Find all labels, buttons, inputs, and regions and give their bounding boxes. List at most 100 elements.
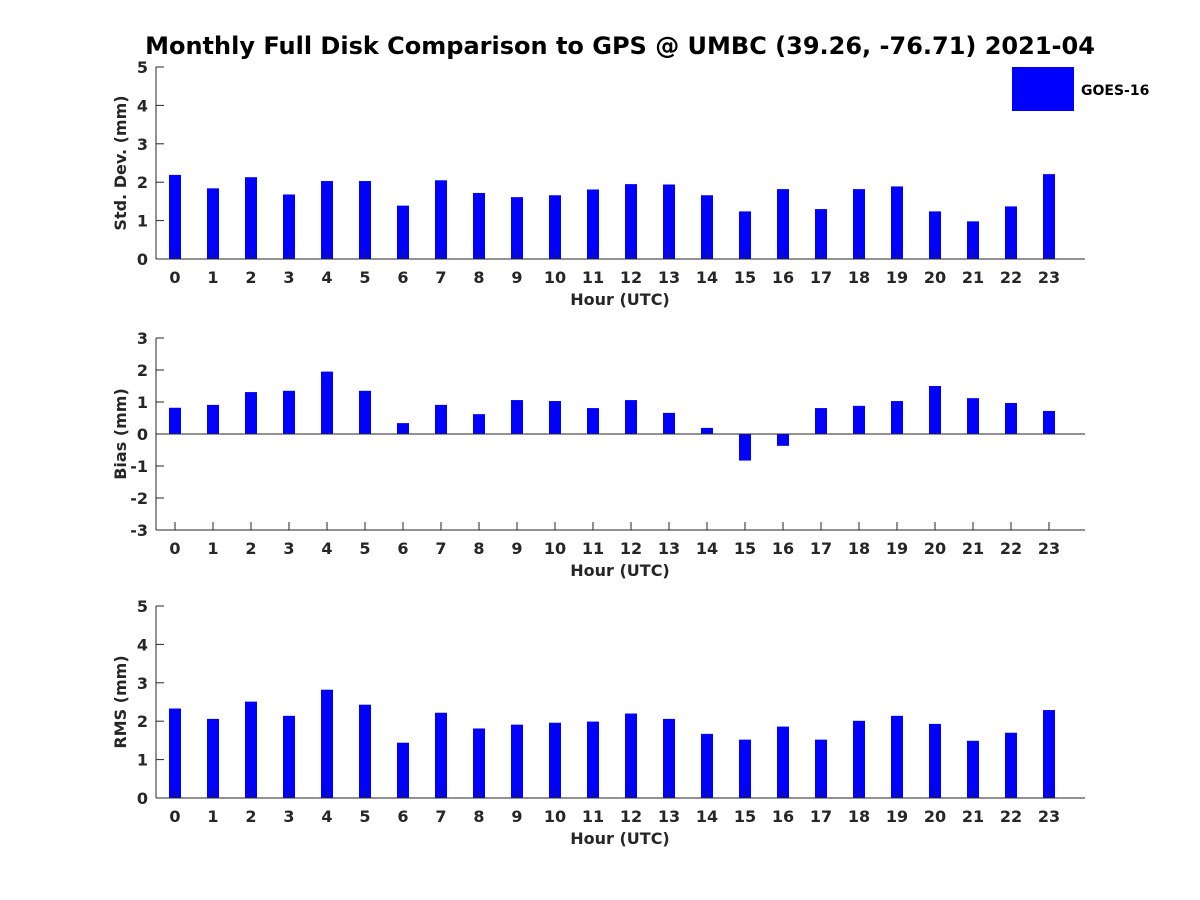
rms-xtick-label: 15 (734, 807, 756, 826)
rms-xtick-label: 6 (397, 807, 408, 826)
rms-xtick-label: 4 (321, 807, 332, 826)
bias-xtick-label: 22 (1000, 539, 1022, 558)
rms-ytick-label: 4 (137, 635, 148, 654)
stddev-ytick-label: 1 (137, 212, 148, 231)
bias-xtick-label: 5 (359, 539, 370, 558)
bias-bar-21 (967, 398, 979, 434)
stddev-bar-16 (777, 189, 789, 259)
rms-bar-22 (1005, 732, 1017, 798)
legend-swatch (1012, 67, 1074, 111)
bias-ytick-label: 2 (137, 361, 148, 380)
rms-xtick-label: 22 (1000, 807, 1022, 826)
stddev-ytick-label: 0 (137, 250, 148, 269)
stddev-xtick-label: 11 (582, 268, 604, 287)
rms-bar-3 (283, 715, 295, 798)
bias-bar-11 (587, 408, 599, 434)
stddev-xtick-label: 7 (435, 268, 446, 287)
stddev-xtick-label: 4 (321, 268, 332, 287)
rms-xtick-label: 21 (962, 807, 984, 826)
rms-xtick-label: 7 (435, 807, 446, 826)
rms-bar-7 (435, 712, 447, 798)
bias-xtick-label: 3 (283, 539, 294, 558)
rms-xlabel: Hour (UTC) (570, 829, 670, 848)
stddev-bar-11 (587, 189, 599, 259)
stddev-xtick-label: 20 (924, 268, 946, 287)
bias-xtick-label: 15 (734, 539, 756, 558)
rms-bar-18 (853, 720, 865, 798)
stddev-bar-18 (853, 189, 865, 259)
bias-bar-1 (207, 404, 219, 434)
stddev-bar-23 (1043, 174, 1055, 259)
bias-ytick-label: -2 (130, 489, 148, 508)
bias-xtick-label: 18 (848, 539, 870, 558)
stddev-xtick-label: 22 (1000, 268, 1022, 287)
stddev-xtick-label: 0 (169, 268, 180, 287)
stddev-xtick-label: 18 (848, 268, 870, 287)
bias-bar-17 (815, 408, 827, 434)
stddev-xtick-label: 16 (772, 268, 794, 287)
stddev-bar-7 (435, 180, 447, 259)
bias-xtick-label: 1 (207, 539, 218, 558)
rms-xtick-label: 8 (473, 807, 484, 826)
rms-bar-4 (321, 689, 333, 798)
stddev-bar-14 (701, 195, 713, 259)
bias-ytick-label: -3 (130, 521, 148, 540)
rms-bar-9 (511, 724, 523, 798)
bias-xtick-label: 9 (511, 539, 522, 558)
stddev-bar-22 (1005, 206, 1017, 259)
bias-xlabel: Hour (UTC) (570, 561, 670, 580)
stddev-xtick-label: 2 (245, 268, 256, 287)
rms-bar-16 (777, 726, 789, 798)
rms-bar-10 (549, 722, 561, 798)
stddev-ytick-label: 4 (137, 96, 148, 115)
bias-bar-4 (321, 371, 333, 434)
stddev-xtick-label: 8 (473, 268, 484, 287)
bias-bar-12 (625, 400, 637, 434)
rms-bar-23 (1043, 710, 1055, 798)
stddev-xtick-label: 21 (962, 268, 984, 287)
bias-xtick-label: 17 (810, 539, 832, 558)
stddev-ytick-label: 3 (137, 135, 148, 154)
bias-bar-20 (929, 386, 941, 434)
stddev-bar-0 (169, 174, 181, 259)
bias-xtick-label: 21 (962, 539, 984, 558)
bias-bar-8 (473, 414, 485, 434)
stddev-xtick-label: 19 (886, 268, 908, 287)
stddev-xtick-label: 9 (511, 268, 522, 287)
stddev-xtick-label: 15 (734, 268, 756, 287)
rms-bar-19 (891, 715, 903, 798)
stddev-bar-3 (283, 194, 295, 259)
bias-ytick-label: 0 (137, 425, 148, 444)
bias-bar-10 (549, 401, 561, 434)
stddev-xtick-label: 12 (620, 268, 642, 287)
bias-bar-16 (777, 434, 789, 446)
stddev-bar-12 (625, 184, 637, 259)
rms-ytick-label: 1 (137, 751, 148, 770)
bias-xtick-label: 2 (245, 539, 256, 558)
stddev-xtick-label: 23 (1038, 268, 1060, 287)
rms-bar-5 (359, 704, 371, 798)
rms-bar-0 (169, 708, 181, 798)
stddev-bar-6 (397, 205, 409, 259)
stddev-bar-13 (663, 184, 675, 259)
rms-bar-21 (967, 740, 979, 798)
bias-ytick-label: -1 (130, 457, 148, 476)
bias-bar-6 (397, 423, 409, 434)
bias-bar-5 (359, 390, 371, 434)
stddev-xtick-label: 6 (397, 268, 408, 287)
rms-bar-12 (625, 713, 637, 798)
rms-bar-6 (397, 742, 409, 798)
rms-bar-11 (587, 721, 599, 798)
stddev-bar-19 (891, 186, 903, 259)
rms-bar-20 (929, 723, 941, 798)
bias-bar-7 (435, 404, 447, 434)
bias-ytick-label: 1 (137, 393, 148, 412)
rms-bar-15 (739, 739, 751, 798)
bias-xtick-label: 19 (886, 539, 908, 558)
stddev-xtick-label: 1 (207, 268, 218, 287)
bias-xtick-label: 12 (620, 539, 642, 558)
